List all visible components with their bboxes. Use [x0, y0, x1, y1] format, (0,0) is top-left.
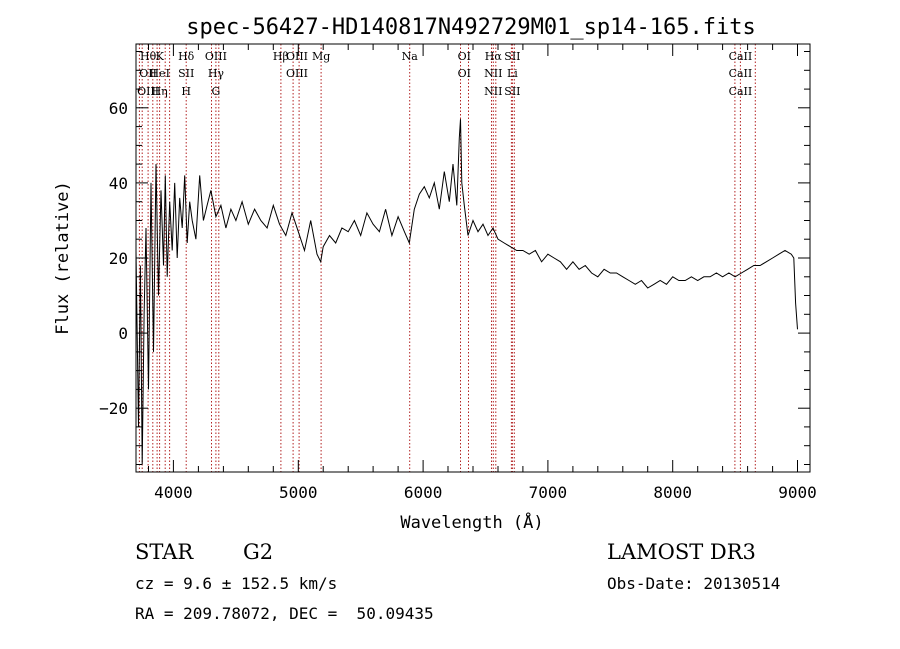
ra-dec: RA = 209.78072, DEC = 50.09435 — [135, 604, 434, 623]
line-label-1-0: K — [156, 50, 165, 63]
line-label-4-0: Hβ — [273, 50, 289, 63]
x-tick-label-4: 8000 — [653, 483, 692, 502]
y-axis-label: Flux (relative) — [53, 181, 73, 335]
line-label-0-1: OII — [139, 67, 157, 80]
line-label-2-0: Hδ — [178, 50, 195, 63]
y-tick-label-3: 40 — [109, 174, 128, 193]
line-label-3-2: G — [212, 85, 221, 98]
line-label-0-0: Hθ — [140, 50, 157, 63]
line-label-3-0: OIII — [205, 50, 227, 63]
x-tick-label-2: 6000 — [404, 483, 443, 502]
x-axis: 4000 5000 6000 7000 8000 9000 — [148, 44, 817, 502]
line-label-10-2: SII — [504, 85, 520, 98]
y-tick-label-0: −20 — [99, 399, 128, 418]
line-label-7-0: Na — [402, 50, 419, 63]
line-label-10-1: Li — [507, 67, 518, 80]
survey-name: LAMOST DR3 — [607, 540, 756, 564]
line-label-5-0: OIII — [286, 50, 308, 63]
x-tick-label-0: 4000 — [154, 483, 193, 502]
x-axis-label: Wavelength (Å) — [400, 511, 543, 533]
line-label-10-0: SII — [504, 50, 520, 63]
line-label-5-1: OIII — [286, 67, 308, 80]
y-tick-label-2: 20 — [109, 249, 128, 268]
line-label-8-0: OI — [458, 50, 471, 63]
x-tick-label-1: 5000 — [279, 483, 318, 502]
line-label-8-1: OI — [458, 67, 471, 80]
chart-title: spec-56427-HD140817N492729M01_sp14-165.f… — [186, 15, 756, 40]
observation-date: Obs-Date: 20130514 — [607, 574, 780, 593]
line-label-9-1: NII — [484, 67, 502, 80]
line-label-2-2: H — [181, 85, 191, 98]
line-label-1-2: Hη — [152, 85, 168, 98]
y-tick-label-4: 60 — [109, 99, 128, 118]
spectrum-line — [135, 119, 798, 465]
line-label-1-1: HeI — [149, 67, 169, 80]
x-tick-label-5: 9000 — [778, 483, 817, 502]
spectral-subclass: G2 — [243, 540, 273, 564]
line-label-9-0: Hα — [485, 50, 503, 63]
line-label-0-2: OIII — [137, 85, 159, 98]
line-label-2-1: SII — [178, 67, 194, 80]
line-label-9-2: NII — [484, 85, 502, 98]
line-label-3-1: Hγ — [208, 67, 225, 80]
line-label-6-0: Mg — [312, 50, 330, 63]
y-tick-label-1: 0 — [118, 324, 128, 343]
redshift-cz: cz = 9.6 ± 152.5 km/s — [135, 574, 337, 593]
line-annotations: HθOIIOIIIKHeIHηHδSIIHOIIIHγGHβOIIIOIIIMg… — [137, 50, 752, 98]
line-label-11-0: CaII — [729, 50, 753, 63]
y-axis: −20 0 20 40 60 — [99, 51, 810, 465]
line-markers — [138, 44, 756, 472]
line-label-11-2: CaII — [729, 85, 753, 98]
object-type: STAR — [135, 540, 194, 564]
plot-frame — [135, 43, 811, 473]
x-tick-label-3: 7000 — [529, 483, 568, 502]
line-label-11-1: CaII — [729, 67, 753, 80]
